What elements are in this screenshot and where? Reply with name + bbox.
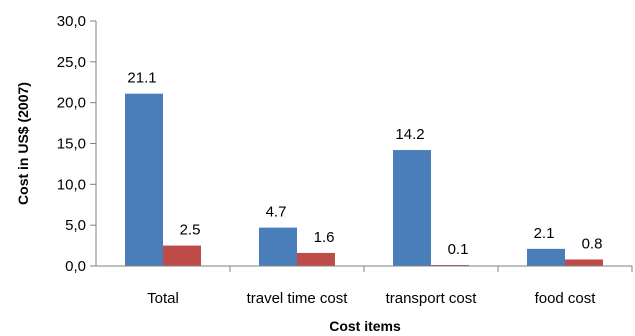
y-tick-label: 5,0 bbox=[65, 217, 86, 234]
data-label: 1.6 bbox=[314, 229, 335, 246]
data-label: 0.8 bbox=[582, 235, 603, 252]
y-axis: 0,0 5,0 10,0 15,0 20,0 25,0 30,0 bbox=[57, 13, 96, 275]
bar-series-1-1 bbox=[259, 227, 297, 266]
bars: 21.1 2.5 4.7 1.6 14.2 0.1 2.1 0.8 bbox=[125, 70, 603, 266]
y-tick-label: 10,0 bbox=[57, 176, 86, 193]
y-tick-label: 25,0 bbox=[57, 54, 86, 71]
x-category-label: food cost bbox=[535, 290, 597, 307]
bar-series-1-2 bbox=[393, 150, 431, 266]
x-category-label: transport cost bbox=[386, 290, 478, 307]
y-tick-label: 15,0 bbox=[57, 136, 86, 153]
bar-series-1-0 bbox=[125, 93, 163, 266]
data-label: 14.2 bbox=[395, 126, 424, 143]
data-label: 21.1 bbox=[127, 70, 156, 87]
y-tick-label: 0,0 bbox=[65, 258, 86, 275]
bar-series-1-3 bbox=[527, 248, 565, 266]
y-tick-label: 30,0 bbox=[57, 13, 86, 30]
x-axis-categories: Total travel time cost transport cost food … bbox=[147, 266, 633, 307]
y-axis-title: Cost in US$ (2007) bbox=[15, 82, 31, 205]
bar-series-2-1 bbox=[297, 252, 335, 266]
data-label: 0.1 bbox=[448, 241, 469, 258]
data-label: 2.1 bbox=[534, 225, 555, 242]
axis-lines bbox=[95, 21, 632, 267]
x-category-label: travel time cost bbox=[247, 290, 349, 307]
x-axis-title: Cost items bbox=[329, 318, 401, 334]
bar-series-2-3 bbox=[565, 259, 603, 266]
y-tick-label: 20,0 bbox=[57, 95, 86, 112]
bar-series-2-0 bbox=[163, 245, 201, 266]
x-category-label: Total bbox=[147, 290, 179, 307]
data-label: 4.7 bbox=[266, 204, 287, 221]
data-label: 2.5 bbox=[180, 222, 201, 239]
